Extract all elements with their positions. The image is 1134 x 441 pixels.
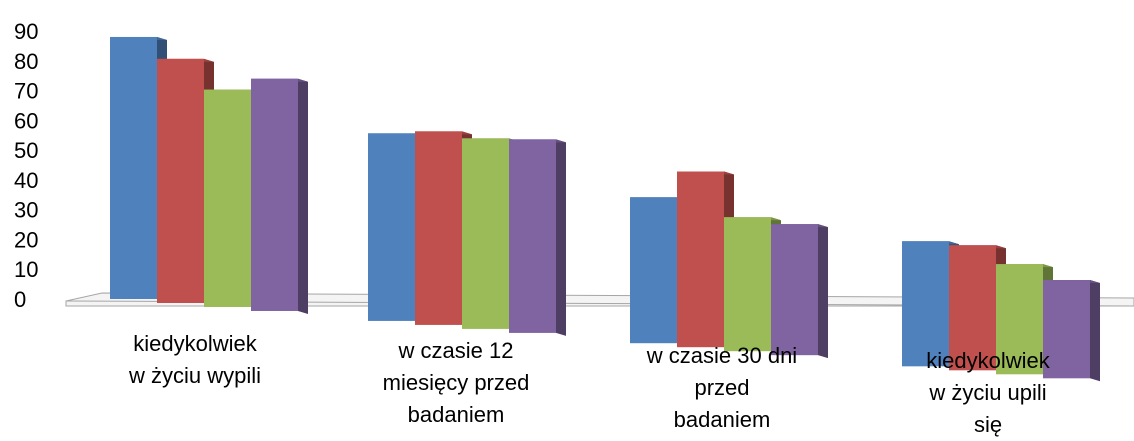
y-tick-label: 30 xyxy=(14,198,38,223)
category-label: kiedykolwiek w życiu wypili xyxy=(105,328,285,392)
bar-side xyxy=(818,224,828,359)
bar-front xyxy=(251,78,298,311)
category-label-line: w życiu wypili xyxy=(128,363,262,388)
bar-front xyxy=(630,197,677,344)
category-label: w czasie 12 miesięcy przed badaniem xyxy=(366,335,546,431)
y-tick-label: 0 xyxy=(14,287,26,312)
category-label-line: się xyxy=(973,412,1003,437)
y-tick-label: 90 xyxy=(14,19,38,44)
bar-front xyxy=(949,245,996,371)
category-label-line: badaniem xyxy=(673,407,771,432)
bar-side xyxy=(1090,280,1100,382)
category-label-line: w życiu upili xyxy=(929,380,1047,405)
bar-front xyxy=(1043,280,1090,379)
bar-front xyxy=(771,224,818,356)
bar xyxy=(509,139,566,336)
y-tick-label: 50 xyxy=(14,138,38,163)
bar-front xyxy=(368,133,415,321)
category-label: w czasie 30 dni przed badaniem xyxy=(632,340,812,436)
category-label-line: badaniem xyxy=(407,402,505,427)
bar xyxy=(251,78,308,314)
bar-front xyxy=(509,139,556,333)
y-tick-label: 40 xyxy=(14,168,38,193)
bar-front xyxy=(462,138,509,329)
bar-side xyxy=(556,139,566,336)
bar-front xyxy=(204,89,251,307)
category-label-line: przed xyxy=(694,375,750,400)
y-tick-label: 20 xyxy=(14,227,38,252)
bar-chart: 0 10 20 30 40 50 60 70 80 90 xyxy=(14,19,1134,382)
category-label-line: w czasie 12 xyxy=(398,338,514,363)
y-tick-label: 80 xyxy=(14,49,38,74)
category-label: kiedykolwiek w życiu upili się xyxy=(898,345,1078,441)
bar-front xyxy=(110,36,157,299)
bar-front xyxy=(415,131,462,325)
bar-side xyxy=(298,78,308,314)
category-label-line: kiedykolwiek xyxy=(926,348,1050,373)
y-axis: 0 10 20 30 40 50 60 70 80 90 xyxy=(14,19,38,312)
category-label-line: miesięcy przed xyxy=(382,370,530,395)
category-label-line: w czasie 30 dni xyxy=(646,343,798,368)
bar-front xyxy=(677,171,724,348)
bar-front xyxy=(996,264,1043,375)
bar-front xyxy=(902,241,949,367)
y-tick-label: 60 xyxy=(14,108,38,133)
bars xyxy=(110,36,1100,382)
bar xyxy=(771,224,828,359)
y-tick-label: 10 xyxy=(14,257,38,282)
category-label-line: kiedykolwiek xyxy=(133,331,257,356)
y-tick-label: 70 xyxy=(14,79,38,104)
bar-front xyxy=(724,217,771,352)
bar xyxy=(1043,280,1100,382)
bar-front xyxy=(157,58,204,303)
